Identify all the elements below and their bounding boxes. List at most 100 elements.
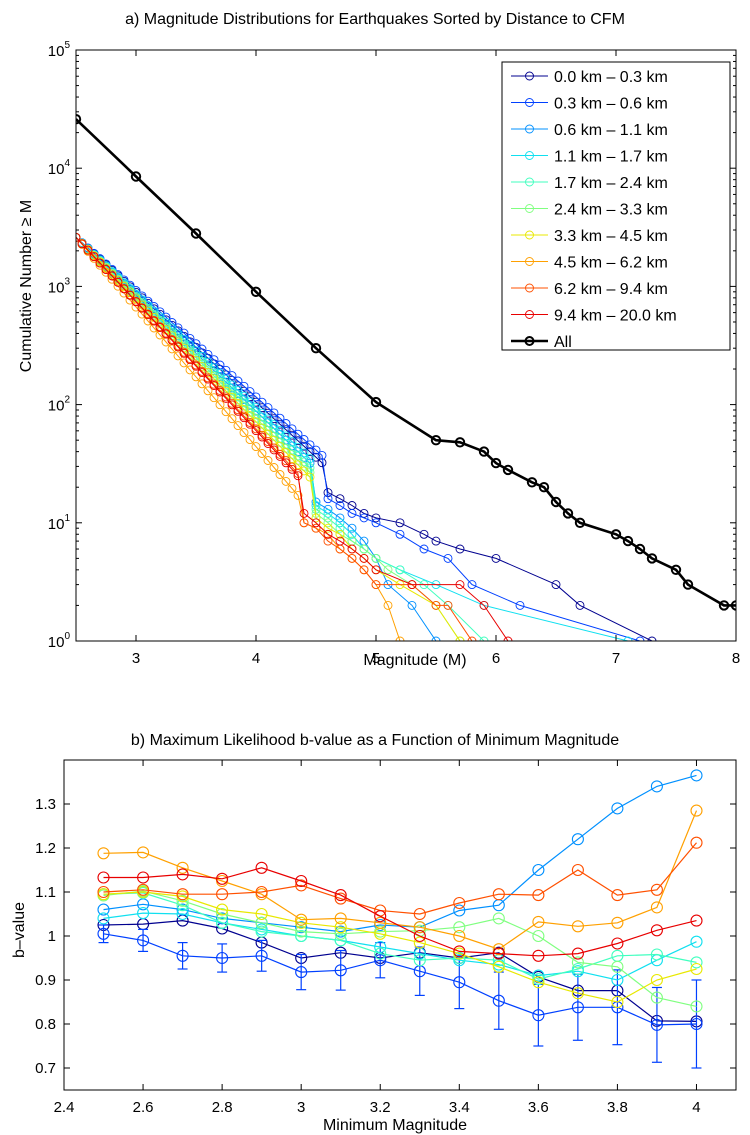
legend-label-10: All — [554, 334, 572, 351]
panel-b-title: b) Maximum Likelihood b-value as a Funct… — [131, 732, 619, 749]
panel-a-point-4-27 — [233, 392, 243, 402]
panel-b-point-9-11 — [532, 949, 545, 962]
panel-a-point-10-2 — [190, 228, 202, 239]
legend-box — [501, 61, 731, 351]
panel-a-point-3-36 — [287, 437, 297, 447]
panel-a-point-7-11 — [137, 309, 147, 319]
panel-a-point-0-50 — [455, 544, 465, 554]
panel-b-point-9-8 — [413, 929, 426, 943]
panel-b-series-4 — [97, 886, 703, 986]
panel-a-series-line-9 — [76, 237, 509, 641]
panel-a-point-4-25 — [221, 380, 231, 390]
panel-b-axes: 2.4 2.6 2.8 3 3.2 3.4 3.6 3.8 4 0.7 0.8 0.9 1 1.1 1.2 1… — [35, 759, 737, 1116]
panel-b-point-7-11 — [532, 915, 545, 928]
panel-b-series-line-4 — [103, 892, 697, 980]
panel-b-point-2-9 — [453, 904, 466, 917]
legend-label-0: 0.0 km – 0.3 km — [554, 69, 668, 86]
panel-a-point-1-48 — [419, 544, 429, 554]
panel-a-xtick-label-5: 8 — [732, 650, 740, 667]
panel-a-point-9-14 — [155, 323, 165, 332]
panel-a-point-2-25 — [221, 377, 231, 387]
panel-b-series-line-1 — [103, 933, 697, 1026]
panel-a-point-9-25 — [221, 393, 231, 403]
panel-b-point-9-6 — [334, 889, 347, 902]
panel-b-point-7-10 — [492, 943, 505, 956]
panel-a-point-1-38 — [299, 435, 309, 444]
panel-a-point-1-49 — [443, 553, 453, 563]
panel-a-point-3-38 — [299, 448, 309, 458]
panel-b-point-4-14 — [650, 948, 663, 961]
panel-b-point-7-9 — [453, 929, 466, 943]
panel-a-point-10-13 — [550, 496, 562, 508]
panel-b-point-1-15 — [690, 1017, 703, 1031]
panel-b-xtick-label-7: 3.8 — [607, 1099, 628, 1116]
panel-b-point-9-4 — [255, 861, 268, 874]
panel-a-point-2-42 — [335, 513, 345, 523]
panel-a-point-3-42 — [335, 518, 345, 528]
legend-marker-5 — [525, 204, 534, 213]
panel-a-point-2-47 — [407, 600, 417, 610]
panel-b-point-7-1 — [137, 846, 150, 859]
panel-a-point-8-38 — [299, 518, 309, 528]
panel-a-point-8-39 — [311, 523, 321, 533]
panel-a-point-9-35 — [281, 458, 291, 468]
panel-a-point-9-15 — [161, 329, 171, 339]
panel-b-series-8 — [97, 836, 703, 921]
panel-a-point-9-34 — [275, 451, 285, 461]
panel-b-point-1-9 — [453, 976, 466, 989]
panel-a-frame — [75, 49, 737, 642]
panel-a-point-9-19 — [185, 355, 195, 365]
panel-b-series-line-7 — [103, 810, 698, 950]
panel-a-point-10-5 — [370, 396, 382, 408]
panel-b-point-8-14 — [650, 883, 663, 896]
panel-b-point-8-11 — [532, 889, 545, 902]
panel-b-point-8-2 — [176, 888, 189, 901]
panel-a-point-6-23 — [209, 374, 219, 384]
panel-a-point-8-43 — [359, 565, 369, 575]
panel-a-ylabel: Cumulative Number ≥ M — [18, 200, 35, 372]
panel-b-point-9-13 — [611, 937, 624, 950]
panel-a-point-7-30 — [251, 442, 261, 452]
panel-a-point-5-45 — [371, 553, 381, 563]
panel-a-point-1-47 — [395, 529, 405, 539]
panel-b-point-7-12 — [571, 920, 584, 933]
panel-a-point-6-24 — [215, 380, 225, 390]
panel-b-xtick-label-2: 2.8 — [212, 1099, 233, 1116]
panel-a-point-1-33 — [269, 408, 279, 418]
panel-b-point-1-7 — [374, 954, 387, 967]
panel-a-point-0-54 — [647, 636, 657, 641]
panel-a-point-10-7 — [454, 437, 466, 448]
panel-b-xtick-label-5: 3.4 — [449, 1099, 470, 1116]
legend-label-7: 4.5 km – 6.2 km — [554, 255, 668, 272]
panel-b-point-6-6 — [334, 921, 347, 934]
panel-b-point-8-10 — [492, 888, 505, 901]
panel-a-point-7-32 — [263, 456, 273, 465]
panel-b-point-4-5 — [295, 929, 308, 943]
panel-b-ytick-label-0: 0.7 — [35, 1060, 56, 1077]
panel-a-point-4-41 — [323, 513, 333, 523]
panel-b-point-8-1 — [137, 883, 150, 896]
panel-a-point-5-46 — [383, 565, 393, 575]
panel-b-point-4-9 — [453, 951, 466, 965]
legend-marker-10 — [524, 336, 535, 346]
panel-a-point-6-48 — [455, 636, 465, 641]
panel-b-point-6-4 — [255, 907, 268, 921]
panel-a-point-3-37 — [293, 442, 303, 452]
panel-b-series-line-0 — [103, 919, 697, 1022]
panel-b-point-5-9 — [453, 921, 466, 934]
panel-a-point-1-43 — [335, 501, 345, 510]
panel-a-point-10-12 — [538, 482, 550, 493]
panel-a-point-9-17 — [173, 342, 183, 352]
panel-b-point-6-8 — [413, 936, 426, 949]
panel-b-xlabel: Minimum Magnitude — [323, 1117, 467, 1134]
panel-a-point-0-51 — [491, 553, 501, 563]
panel-b-ytick-label-6: 1.3 — [35, 796, 56, 813]
panel-a-series-9 — [76, 232, 513, 641]
panel-a-point-9-48 — [503, 636, 513, 641]
panel-b-point-1-1 — [137, 934, 150, 947]
panel-a-point-3-31 — [257, 408, 267, 418]
panel-b-point-9-9 — [453, 945, 466, 958]
panel-a-series-group — [76, 114, 736, 641]
panel-a-point-5-41 — [323, 518, 333, 528]
